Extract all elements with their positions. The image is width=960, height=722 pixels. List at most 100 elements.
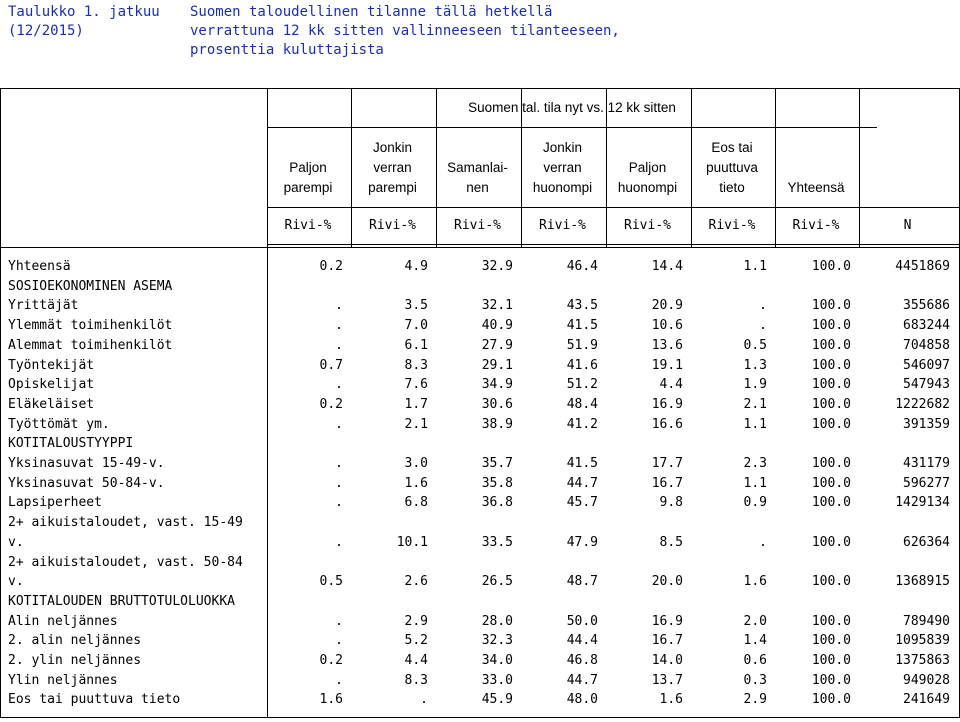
table-cell: 3.5 [404, 298, 428, 313]
column-header: verran [543, 160, 582, 175]
row-label: 2+ aikuistaloudet, vast. 50-84 [8, 555, 243, 570]
table-cell: 0.6 [743, 653, 767, 668]
table-cell: . [335, 673, 343, 688]
table-cell: 100.0 [811, 259, 851, 274]
column-unit: Rivi-% [792, 218, 840, 233]
table-cell: 1.6 [659, 692, 683, 707]
row-label: Lapsiperheet [8, 495, 102, 510]
table-cell: 8.3 [404, 358, 428, 373]
header-rule [267, 207, 960, 208]
table-cell: 100.0 [811, 692, 851, 707]
table-cell: . [335, 495, 343, 510]
table-cell: 9.8 [659, 495, 683, 510]
table-cell: . [759, 535, 767, 550]
table-cell: 6.1 [404, 338, 428, 353]
table-cell: 20.9 [651, 298, 683, 313]
header-divider [0, 88, 1, 248]
column-unit: Rivi-% [539, 218, 586, 233]
table-cell: 0.5 [319, 574, 343, 589]
row-label: 2. ylin neljännes [8, 653, 142, 668]
table-number: Taulukko 1. jatkuu [8, 4, 160, 20]
header-rule [267, 244, 960, 245]
table-cell: 431179 [903, 456, 950, 471]
table-cell: 1375863 [895, 653, 950, 668]
row-label: Ylin neljännes [8, 673, 118, 688]
column-unit: Rivi-% [369, 218, 416, 233]
table-cell: 44.7 [566, 476, 598, 491]
table-cell: 0.2 [319, 653, 343, 668]
column-header: Samanlai- [447, 160, 508, 175]
table-cell: 16.9 [651, 397, 683, 412]
column-header: Jonkin [542, 140, 583, 155]
table-cell: 10.1 [396, 535, 428, 550]
column-header: puuttuva [706, 160, 758, 175]
column-header: huonompi [532, 180, 593, 195]
table-cell: 41.5 [566, 318, 598, 333]
table-cell: 2.3 [743, 456, 767, 471]
table-cell: 4.9 [404, 259, 428, 274]
table-cell: 38.9 [481, 417, 513, 432]
table-top-rule [0, 88, 960, 89]
table-cell: 1.7 [404, 397, 428, 412]
column-header: Paljon [628, 160, 667, 175]
row-label: Työntekijät [8, 358, 95, 373]
table-cell: 16.7 [651, 476, 683, 491]
table-cell: 33.5 [481, 535, 513, 550]
table-cell: 16.7 [651, 633, 683, 648]
table-cell: 34.9 [481, 377, 513, 392]
table-cell: 20.0 [651, 574, 683, 589]
table-cell: 1429134 [895, 495, 950, 510]
table-cell: . [335, 298, 343, 313]
table-cell: 0.2 [319, 259, 343, 274]
body-divider [267, 248, 268, 718]
table-cell: 100.0 [811, 653, 851, 668]
table-cell: 100.0 [811, 377, 851, 392]
table-cell: . [420, 692, 428, 707]
table-cell: 36.8 [481, 495, 513, 510]
table-cell: 41.2 [566, 417, 598, 432]
table-cell: 100.0 [811, 338, 851, 353]
table-cell: 547943 [903, 377, 950, 392]
table-cell: 48.7 [566, 574, 598, 589]
table-cell: 45.9 [481, 692, 513, 707]
table-cell: 10.6 [651, 318, 683, 333]
table-cell: 1.1 [743, 417, 767, 432]
row-label: Alemmat toimihenkilöt [8, 338, 173, 353]
table-cell: 1368915 [895, 574, 950, 589]
column-unit: Rivi-% [708, 218, 756, 233]
row-label: Ylemmät toimihenkilöt [8, 318, 173, 333]
table-cell: 16.6 [651, 417, 683, 432]
row-label: Yksinasuvat 15-49-v. [8, 456, 165, 471]
column-unit: N [903, 218, 912, 233]
row-label: KOTITALOUSTYYPPI [8, 436, 134, 451]
table-cell: 43.5 [566, 298, 598, 313]
column-header: parempi [368, 180, 417, 195]
table-cell: 1222682 [895, 397, 950, 412]
row-label: Työttömät ym. [8, 417, 110, 432]
table-cell: 41.5 [566, 456, 598, 471]
table-cell: 0.2 [319, 397, 343, 412]
table-cell: 100.0 [811, 476, 851, 491]
header-divider [521, 88, 522, 248]
header-divider [351, 88, 352, 248]
table-cell: 14.4 [651, 259, 683, 274]
table-cell: 33.0 [481, 673, 513, 688]
table-cell: 48.4 [566, 397, 598, 412]
row-label: v. [8, 574, 24, 589]
table-cell: 4.4 [404, 653, 428, 668]
header-divider [267, 88, 268, 248]
table-cell: 949028 [903, 673, 950, 688]
table-cell: 100.0 [811, 358, 851, 373]
header-rule [267, 127, 877, 128]
table-cell: 704858 [903, 338, 950, 353]
table-cell: 100.0 [811, 417, 851, 432]
table-cell: 51.9 [566, 338, 598, 353]
row-label: Eos tai puuttuva tieto [8, 692, 181, 707]
table-cell: 34.0 [481, 653, 513, 668]
table-cell: . [335, 614, 343, 629]
table-cell: . [335, 318, 343, 333]
table-cell: 14.0 [651, 653, 683, 668]
header-bottom-rule [0, 247, 960, 248]
table-cell: 391359 [903, 417, 950, 432]
table-cell: 100.0 [811, 673, 851, 688]
